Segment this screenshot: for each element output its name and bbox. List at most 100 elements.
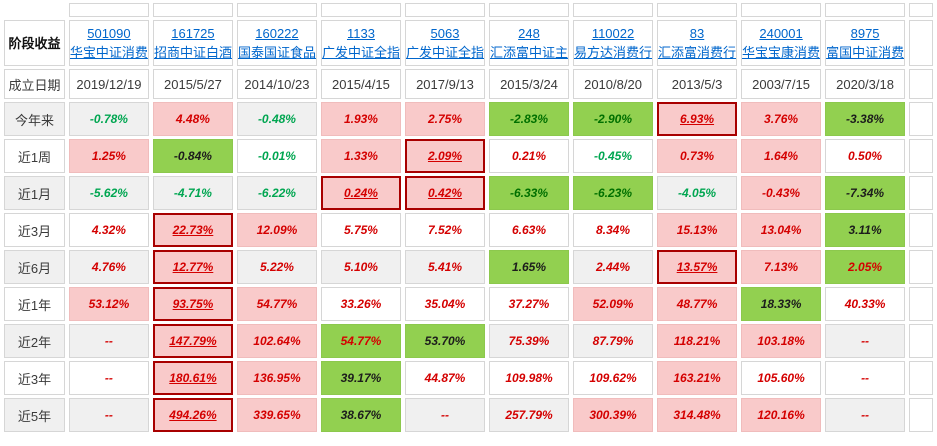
return-value-cell: 54.77% xyxy=(236,287,317,321)
grid-margin-cell xyxy=(909,69,933,99)
return-value: 93.75% xyxy=(172,297,214,311)
return-value: 53.70% xyxy=(424,334,466,348)
return-value: -6.23% xyxy=(594,186,633,200)
return-value-cell: 15.13% xyxy=(657,213,738,247)
return-value: 4.76% xyxy=(91,260,126,274)
fund-name-link[interactable]: 招商中证白酒 xyxy=(153,45,232,60)
return-value: 2.05% xyxy=(848,260,883,274)
fund-code-link[interactable]: 160222 xyxy=(255,26,299,41)
return-value: 8.34% xyxy=(596,223,631,237)
grid-spacer-cell xyxy=(321,435,401,443)
return-value: 5.10% xyxy=(343,260,378,274)
inception-date-cell: 2003/7/15 xyxy=(741,69,822,99)
return-value-cell: 0.73% xyxy=(657,139,738,173)
return-value: 5.41% xyxy=(427,260,462,274)
return-value: -7.34% xyxy=(846,186,885,200)
fund-code-link[interactable]: 161725 xyxy=(171,26,215,41)
return-value: 136.95% xyxy=(253,371,301,385)
grid-margin-cell xyxy=(152,3,233,17)
return-value-cell: 8.34% xyxy=(573,213,654,247)
return-value-cell: 5.41% xyxy=(404,250,485,284)
return-value: 163.21% xyxy=(673,371,721,385)
fund-code-link[interactable]: 110022 xyxy=(591,26,635,41)
fund-header-cell: 248 汇添富中证主 xyxy=(489,20,570,66)
fund-header-cell: 1133 广发中证全指 xyxy=(320,20,401,66)
inception-date-cell: 2020/3/18 xyxy=(825,69,906,99)
return-value-cell: -0.45% xyxy=(573,139,654,173)
return-value: 39.17% xyxy=(340,371,382,385)
return-value-cell: 4.32% xyxy=(68,213,149,247)
fund-name-link[interactable]: 国泰国证食品 xyxy=(237,45,316,60)
return-value: 44.87% xyxy=(424,371,466,385)
fund-name-link[interactable]: 富国中证消费 xyxy=(826,45,905,60)
return-value-cell: -5.62% xyxy=(68,176,149,210)
fund-name-link[interactable]: 易方达消费行 xyxy=(574,45,653,60)
return-value: 54.77% xyxy=(340,334,382,348)
return-value-cell: -- xyxy=(68,361,149,395)
grid-margin-cell xyxy=(909,324,933,358)
fund-name-link[interactable]: 汇添富中证主 xyxy=(490,45,569,60)
fund-name-link[interactable]: 华宝宝康消费 xyxy=(742,45,821,60)
return-value-cell: 3.76% xyxy=(741,102,822,136)
grid-margin-cell xyxy=(573,3,654,17)
return-value-cell: 3.11% xyxy=(825,213,906,247)
period-label: 近1月 xyxy=(4,176,65,210)
fund-name-link[interactable]: 汇添富消费行 xyxy=(658,45,737,60)
return-value-cell: 37.27% xyxy=(489,287,570,321)
return-value: 37.27% xyxy=(508,297,550,311)
return-value: 6.63% xyxy=(511,223,547,237)
return-value-cell: 0.24% xyxy=(320,176,401,210)
fund-code-link[interactable]: 1133 xyxy=(346,26,375,41)
fund-code-link[interactable]: 240001 xyxy=(759,26,803,41)
fund-header-cell: 160222 国泰国证食品 xyxy=(236,20,317,66)
return-value: -0.78% xyxy=(89,112,128,126)
return-value: 2.75% xyxy=(427,112,462,126)
return-value: 48.77% xyxy=(676,297,718,311)
fund-code-link[interactable]: 83 xyxy=(689,26,705,41)
fund-code-link[interactable]: 248 xyxy=(518,26,540,41)
return-value: -0.43% xyxy=(762,186,801,200)
grid-margin-cell xyxy=(909,361,933,395)
inception-row-label: 成立日期 xyxy=(4,69,65,99)
return-value: 1.64% xyxy=(764,149,799,163)
return-value: 1.33% xyxy=(343,149,378,163)
return-value: -- xyxy=(104,371,113,385)
return-value-cell: 18.33% xyxy=(741,287,822,321)
return-value: 109.62% xyxy=(589,371,637,385)
return-value-cell: 257.79% xyxy=(489,398,570,432)
return-value: 120.16% xyxy=(757,408,805,422)
return-value-cell: -- xyxy=(68,324,149,358)
return-value-cell: -4.05% xyxy=(657,176,738,210)
return-value: -- xyxy=(861,371,870,385)
fund-code-link[interactable]: 8975 xyxy=(850,26,880,41)
return-value: -4.71% xyxy=(173,186,212,200)
inception-date-cell: 2010/8/20 xyxy=(573,69,654,99)
return-value-cell: -0.84% xyxy=(152,139,233,173)
grid-margin-cell xyxy=(909,102,933,136)
fund-name-link[interactable]: 华宝中证消费 xyxy=(69,45,148,60)
return-value: 38.67% xyxy=(340,408,382,422)
return-value-cell: 180.61% xyxy=(152,361,233,395)
return-value-cell: 300.39% xyxy=(573,398,654,432)
return-value-cell: -0.48% xyxy=(236,102,317,136)
return-value-cell: 7.52% xyxy=(404,213,485,247)
corner-header: 阶段收益 xyxy=(4,20,65,66)
return-value-cell: 0.21% xyxy=(489,139,570,173)
return-value-cell: 120.16% xyxy=(741,398,822,432)
return-value-cell: 12.77% xyxy=(152,250,233,284)
return-value-cell: 103.18% xyxy=(741,324,822,358)
return-value: 6.93% xyxy=(680,112,715,126)
fund-code-link[interactable]: 501090 xyxy=(87,26,131,41)
return-value-cell: -6.22% xyxy=(236,176,317,210)
return-value-cell: 314.48% xyxy=(657,398,738,432)
return-value: 52.09% xyxy=(592,297,634,311)
fund-name-link[interactable]: 广发中证全指 xyxy=(405,45,484,60)
return-value-cell: 53.12% xyxy=(68,287,149,321)
period-label: 近2年 xyxy=(4,324,65,358)
return-value: 13.04% xyxy=(760,223,802,237)
fund-name-link[interactable]: 广发中证全指 xyxy=(321,45,400,60)
fund-code-link[interactable]: 5063 xyxy=(430,26,460,41)
fund-header-cell: 240001 华宝宝康消费 xyxy=(741,20,822,66)
grid-spacer-cell xyxy=(69,435,149,443)
